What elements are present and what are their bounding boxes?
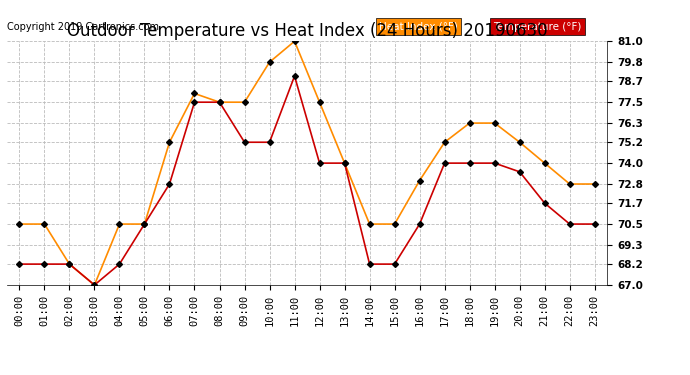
Text: Heat Index (°F): Heat Index (°F) bbox=[379, 21, 458, 32]
Title: Outdoor Temperature vs Heat Index (24 Hours) 20190630: Outdoor Temperature vs Heat Index (24 Ho… bbox=[67, 22, 547, 40]
Text: Copyright 2019 Cartronics.com: Copyright 2019 Cartronics.com bbox=[7, 21, 159, 32]
Text: Temperature (°F): Temperature (°F) bbox=[493, 21, 582, 32]
